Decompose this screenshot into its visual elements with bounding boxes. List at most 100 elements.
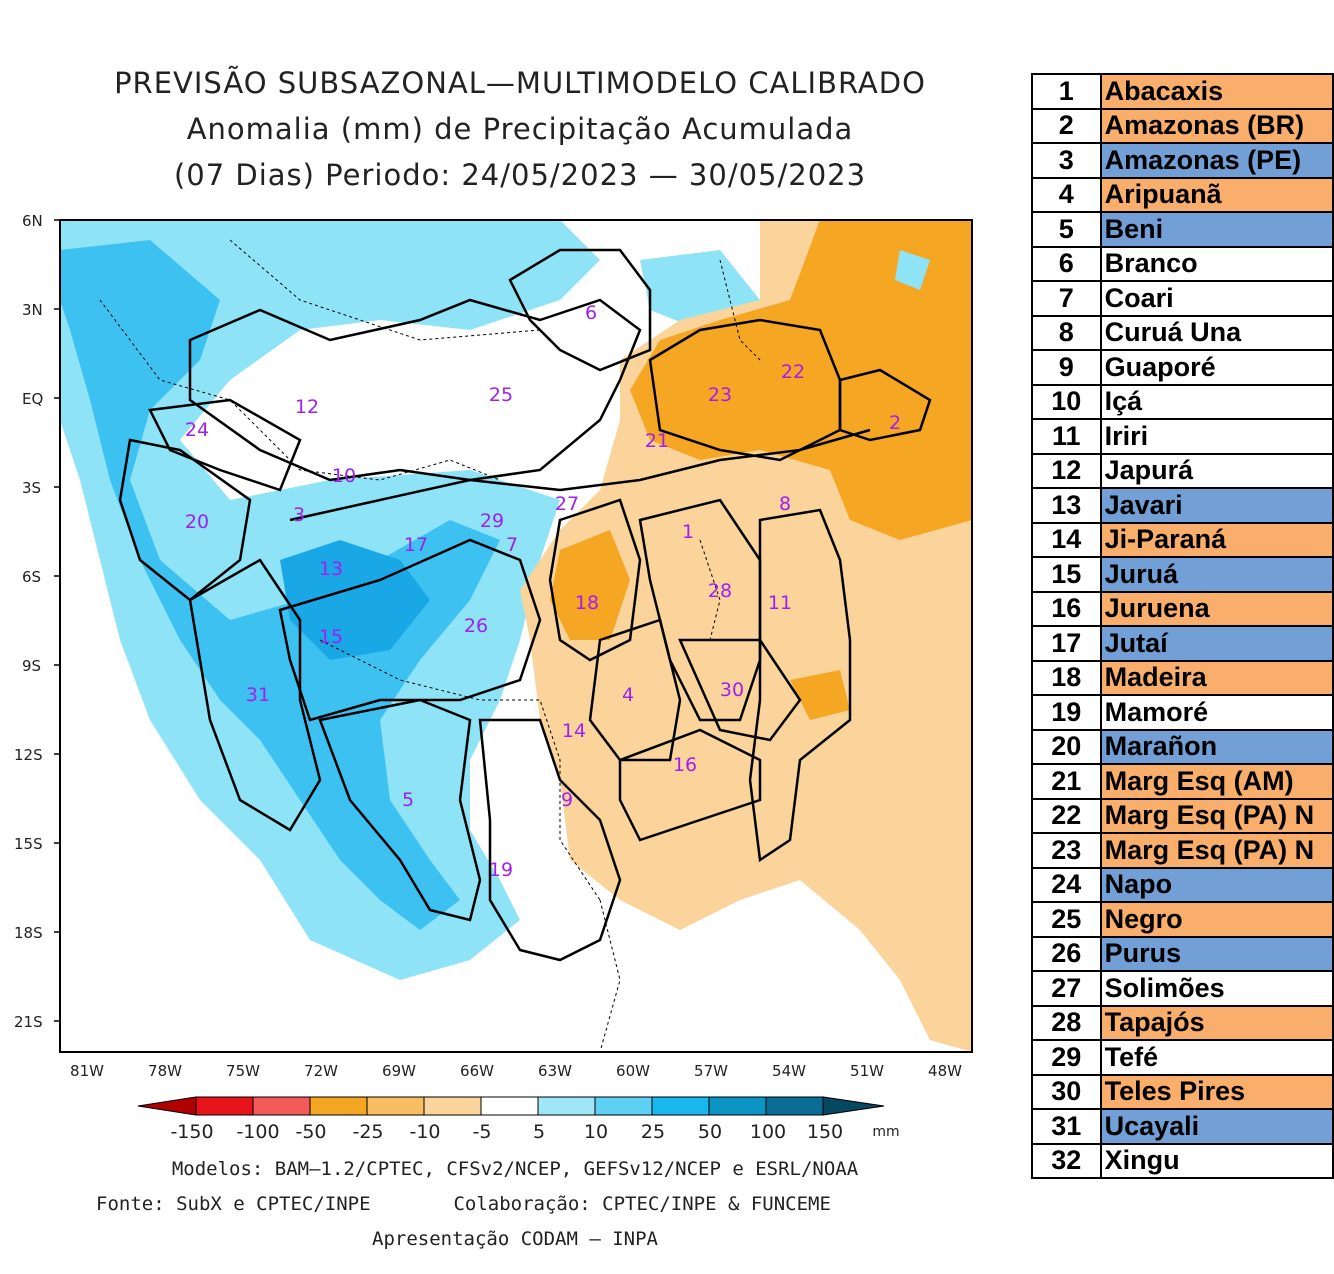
map-title: PREVISÃO SUBSAZONAL—MULTIMODELO CALIBRAD…	[60, 60, 980, 198]
lon-label: 75W	[226, 1062, 260, 1080]
basin-row: 5 Beni	[1031, 211, 1334, 248]
outline-xingu	[748, 508, 852, 863]
basin-number: 18	[1031, 659, 1102, 696]
colorbar-tick: 5	[533, 1121, 545, 1143]
basin-number: 25	[1031, 901, 1102, 938]
basin-outlines	[118, 248, 932, 962]
basin-number: 7	[1031, 280, 1102, 317]
basin-row: 23 Marg Esq (PA) N	[1031, 832, 1334, 869]
basin-label: 8	[779, 493, 791, 515]
basin-number: 1	[1031, 73, 1102, 110]
colorbar-tick: -25	[352, 1121, 383, 1143]
basin-row: 7 Coari	[1031, 280, 1334, 317]
basin-name: Içá	[1099, 383, 1334, 420]
basin-name: Ji-Paraná	[1099, 521, 1334, 558]
basin-name: Napo	[1099, 866, 1334, 903]
outline-napo	[148, 398, 302, 492]
lat-label: 15S	[14, 835, 43, 853]
basin-label: 15	[319, 626, 343, 648]
lon-label: 63W	[538, 1062, 572, 1080]
colorbar-tick: 100	[750, 1121, 786, 1143]
outline-maranon	[118, 438, 252, 602]
lon-label: 57W	[694, 1062, 728, 1080]
lon-label: 48W	[928, 1062, 962, 1080]
basin-label: 9	[561, 789, 573, 811]
basin-label: 27	[555, 493, 579, 515]
lat-label: 21S	[14, 1013, 43, 1031]
basin-label: 1	[682, 521, 694, 543]
colorbar-ticks: -150 -100 -50 -25 -10 -5 5 10 25 50 100 …	[170, 1121, 899, 1143]
basin-number: 31	[1031, 1108, 1102, 1145]
lat-label: 6N	[22, 212, 43, 230]
basin-row: 8 Curuá Una	[1031, 314, 1334, 351]
basin-number: 13	[1031, 487, 1102, 524]
basin-name: Amazonas (PE)	[1099, 142, 1334, 179]
basin-row: 32 Xingu	[1031, 1142, 1334, 1179]
basin-name: Tefé	[1099, 1039, 1334, 1076]
basin-label: 26	[464, 615, 488, 637]
basin-name: Negro	[1099, 901, 1334, 938]
basin-number: 29	[1031, 1039, 1102, 1076]
basin-label: 16	[673, 754, 697, 776]
basin-name: Marañon	[1099, 728, 1334, 765]
basin-number: 22	[1031, 797, 1102, 834]
basin-name: Javari	[1099, 487, 1334, 524]
basin-number: 15	[1031, 556, 1102, 593]
lat-label: 18S	[14, 924, 43, 942]
basin-name: Amazonas (BR)	[1099, 107, 1334, 144]
basin-name: Abacaxis	[1099, 73, 1334, 110]
outline-mamore	[478, 718, 622, 962]
basin-number: 27	[1031, 970, 1102, 1007]
lat-label: 3S	[22, 479, 41, 497]
basin-row: 19 Mamoré	[1031, 694, 1334, 731]
basin-number: 24	[1031, 866, 1102, 903]
basin-label: 24	[185, 419, 209, 441]
basin-row: 11 Iriri	[1031, 418, 1334, 455]
lon-axis: 81W 78W 75W 72W 69W 66W 63W 60W 57W 54W …	[70, 1062, 962, 1080]
lon-label: 69W	[382, 1062, 416, 1080]
basin-label: 30	[720, 679, 744, 701]
country-borders	[99, 239, 761, 1053]
basin-label: 25	[489, 384, 513, 406]
dry-region-madeira	[550, 530, 630, 640]
colorbar-tick: -5	[473, 1121, 492, 1143]
basin-number: 2	[1031, 107, 1102, 144]
basin-label: 21	[645, 430, 669, 452]
basin-row: 29 Tefé	[1031, 1039, 1334, 1076]
lat-label: 12S	[14, 746, 43, 764]
title-line-2: Anomalia (mm) de Precipitação Acumulada	[186, 112, 854, 146]
colorbar	[137, 1096, 885, 1116]
basin-row: 26 Purus	[1031, 935, 1334, 972]
basin-label: 28	[708, 580, 732, 602]
footer-source: Fonte: SubX e CPTEC/INPE	[96, 1193, 371, 1215]
basin-row: 4 Aripuanã	[1031, 176, 1334, 213]
basin-row: 15 Juruá	[1031, 556, 1334, 593]
outline-branco	[508, 248, 652, 372]
basin-label: 2	[889, 412, 901, 434]
basin-label: 29	[480, 510, 504, 532]
basin-name: Iriri	[1099, 418, 1334, 455]
lat-label: 6S	[22, 568, 41, 586]
basin-row: 22 Marg Esq (PA) N	[1031, 797, 1334, 834]
lon-label: 72W	[304, 1062, 338, 1080]
outline-teles-pires	[678, 638, 802, 742]
basin-number: 5	[1031, 211, 1102, 248]
wet-patch-east	[895, 250, 930, 290]
basin-name: Marg Esq (PA) N	[1099, 797, 1334, 834]
map-frame	[59, 219, 973, 1053]
basin-label: 4	[622, 684, 634, 706]
outline-ucayali	[188, 558, 322, 832]
basin-legend-table: 1 Abacaxis 2 Amazonas (BR) 3 Amazonas (PE) 4 Ar…	[1031, 73, 1334, 1179]
basin-number: 17	[1031, 625, 1102, 662]
basin-name: Aripuanã	[1099, 176, 1334, 213]
colorbar-unit: mm	[872, 1124, 899, 1140]
basin-name: Beni	[1099, 211, 1334, 248]
outline-juruena	[618, 728, 762, 842]
outline-beni	[318, 698, 482, 922]
basin-name: Solimões	[1099, 970, 1334, 1007]
basin-row: 21 Marg Esq (AM)	[1031, 763, 1334, 800]
basin-label: 19	[489, 859, 513, 881]
colorbar-tick: -50	[295, 1121, 326, 1143]
basin-label: 22	[781, 361, 805, 383]
basin-number: 19	[1031, 694, 1102, 731]
